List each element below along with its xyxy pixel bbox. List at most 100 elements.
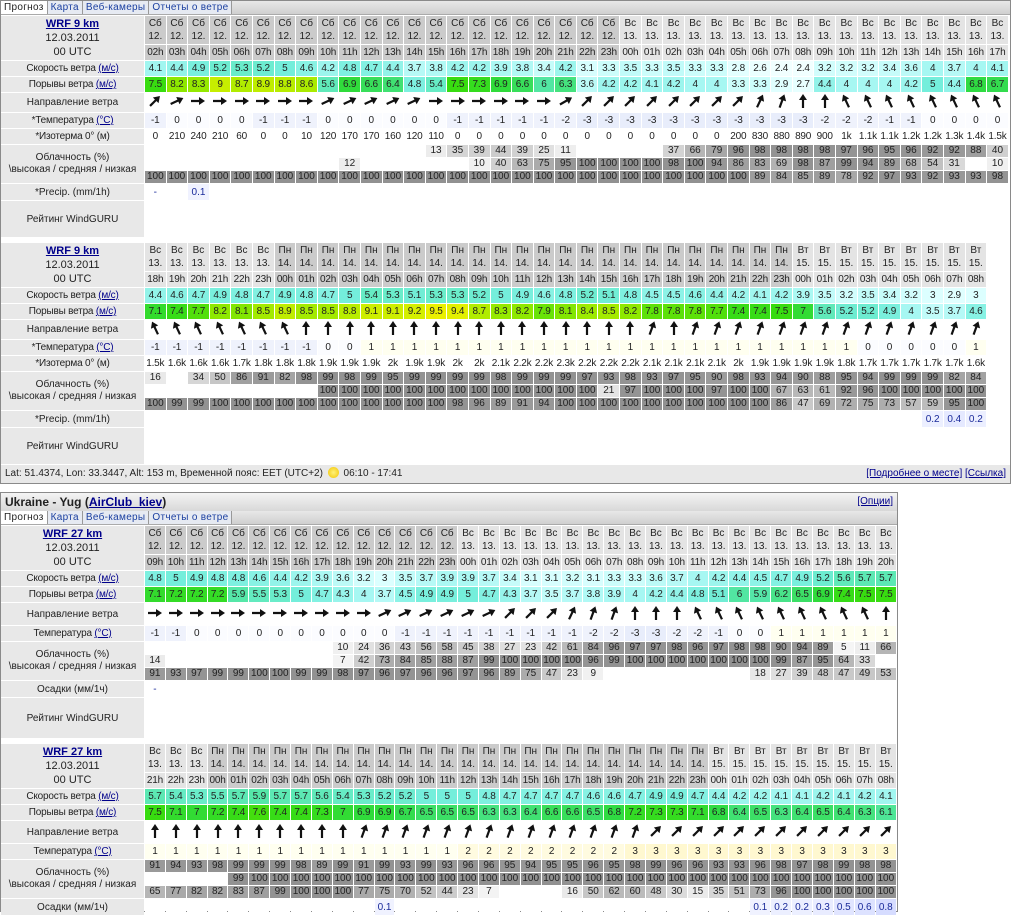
tab-webcams[interactable]: Веб-камеры (82, 511, 150, 524)
wind-direction-arrow-icon (544, 823, 560, 839)
hour-cell: 11h (339, 45, 360, 60)
isotherm-row: *Изотерма 0° (м) 0 210 240 210 60 0 0 10 120 170 17… (1, 129, 1008, 144)
model-link[interactable]: WRF 9 km (45, 18, 100, 30)
wind-speed-label-unit-link[interactable]: (м/с) (98, 290, 119, 301)
weekday: Сб (213, 18, 227, 29)
cloud-value: 89 (814, 171, 835, 183)
cloud-value (166, 145, 188, 157)
day-cell: Вт 15. (729, 744, 750, 772)
options-link[interactable]: [Опции] (857, 496, 893, 507)
wind-gust-value: 6.9 (812, 587, 833, 602)
cloud-value: 100 (706, 171, 728, 183)
spot-owner-link[interactable]: AirClub_kiev (88, 495, 163, 509)
wind-speed-label-unit-link[interactable]: (м/с) (98, 63, 119, 74)
wind-speed-label-unit-link[interactable]: (м/с) (98, 573, 119, 584)
wind-direction-cell (577, 320, 598, 339)
temperature-value: 1 (814, 340, 835, 355)
wind-speed-label-unit-link[interactable]: (м/с) (98, 791, 119, 802)
cloud-value: 97 (879, 171, 900, 183)
model-link[interactable]: WRF 27 km (42, 528, 103, 540)
day-date: 12. (191, 31, 206, 42)
wind-speed-value: 4.9 (188, 61, 209, 76)
wind-gust-label-unit-link[interactable]: (м/с) (95, 589, 117, 600)
precip-value (792, 411, 814, 427)
model-link[interactable]: WRF 27 km (42, 746, 103, 758)
temperature-label-unit-link[interactable]: (°C) (94, 846, 112, 857)
wind-direction-arrow-icon (147, 320, 163, 336)
model-link[interactable]: WRF 9 km (45, 245, 100, 257)
tab-map[interactable]: Карта (47, 1, 83, 14)
tab-webcams[interactable]: Веб-камеры (82, 1, 150, 14)
wind-direction-cell (729, 821, 749, 843)
hour-cell: 20h (533, 45, 555, 60)
cloud-value: 100 (311, 873, 332, 885)
cloud-value: 99 (228, 668, 249, 680)
day-date: 14. (364, 258, 379, 269)
cloud-value (252, 145, 274, 157)
wind-direction-arrow-icon (857, 823, 873, 839)
hour-cell: 07h (854, 773, 875, 788)
wind-direction-cell (542, 821, 562, 843)
weekday: Сб (451, 18, 465, 29)
wind-direction-cell (987, 93, 1008, 112)
cloud-value: 100 (663, 385, 684, 397)
day-cell: Пн 14. (458, 744, 478, 772)
cloud-high-row: Облачность (%) \высокая / средняя / низка… (1, 372, 987, 410)
wind-speed-row: Скорость ветра (м/с) 4.4 4.6 4.7 4.9 4.8 4.7 4.… (1, 288, 987, 303)
wind-direction-cell (620, 93, 641, 112)
temperature-label-unit-link[interactable]: (°C) (94, 628, 112, 639)
model-run-time: 00 UTC (53, 556, 92, 568)
wind-direction-cell (375, 603, 395, 625)
day-cell: Пн 14. (339, 243, 360, 271)
wind-gust-value: 4.2 (598, 77, 620, 92)
tab-forecast[interactable]: Прогноз (1, 1, 48, 14)
precip-value: 0.6 (854, 899, 875, 915)
tab-wind-reports[interactable]: Отчеты о ветре (149, 1, 233, 14)
tab-map[interactable]: Карта (47, 511, 83, 524)
isotherm-value: 0 (598, 129, 620, 144)
wind-direction-arrow-icon (627, 605, 643, 621)
wind-gust-label-unit-link[interactable]: (м/с) (95, 306, 117, 317)
wind-direction-arrow-icon (690, 605, 706, 621)
cloud-value: 100 (750, 873, 771, 885)
cloud-value: 92 (857, 171, 879, 183)
wind-speed-value: 5.2 (395, 789, 416, 804)
wind-direction-cell (620, 320, 641, 339)
wind-gust-label-unit-link[interactable]: (м/с) (95, 79, 117, 90)
wind-speed-label: Скорость ветра (м/с) (1, 571, 144, 586)
wind-direction-arrow-icon (230, 823, 246, 839)
cloud-value: 96 (750, 860, 771, 872)
cloud-value: 100 (562, 655, 583, 667)
wind-direction-arrow-icon (606, 823, 622, 839)
wind-speed-value: 4.1 (792, 789, 812, 804)
tab-forecast[interactable]: Прогноз (1, 511, 48, 524)
cloud-value (729, 668, 750, 680)
wind-gust-label-unit-link[interactable]: (м/с) (95, 807, 117, 818)
temperature-label-text: *Температура (31, 115, 94, 126)
temperature-label-unit-link[interactable]: (°C) (96, 115, 114, 126)
wind-direction-cell (253, 320, 274, 339)
hour-cell: 13h (900, 45, 922, 60)
wind-direction-arrow-icon (234, 93, 250, 109)
cloud-value: 88 (437, 655, 458, 667)
wind-speed-value: 5 (437, 789, 458, 804)
weekday: Пн (566, 746, 579, 757)
day-cell: Пн 14. (625, 744, 645, 772)
spot-details-link[interactable]: [Подробнее о месте] (866, 468, 963, 479)
weekday: Вс (948, 18, 961, 29)
wind-gust-label-text: Порывы ветра (28, 79, 94, 90)
day-cell: Пн 14. (512, 243, 533, 271)
precip-value: 0.2 (965, 411, 987, 427)
precip-value (857, 411, 879, 427)
wind-gust-value: 3.5 (541, 587, 562, 602)
cloud-value: 100 (641, 398, 663, 410)
day-cell: Пн 14. (555, 243, 576, 271)
precip-value (965, 184, 987, 200)
hour-cell: 03h (270, 773, 291, 788)
wind-gust-row: Порывы ветра (м/с) 7.5 8.2 8.3 9 8.7 8.9 8.8 8.6… (1, 77, 1008, 92)
tab-wind-reports[interactable]: Отчеты о ветре (149, 511, 233, 524)
temperature-label-unit-link[interactable]: (°C) (96, 342, 114, 353)
wind-direction-arrow-icon (946, 93, 962, 109)
permalink[interactable]: [Ссылка] (965, 468, 1006, 479)
wind-gust-value: 7.7 (706, 304, 728, 319)
